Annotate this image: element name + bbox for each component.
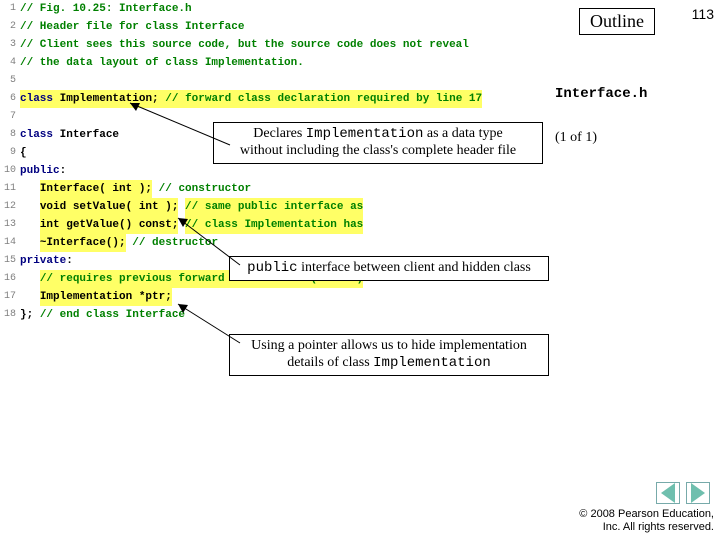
nav-next-button[interactable]	[686, 482, 710, 504]
copyright-text: © 2008 Pearson Education, Inc. All right…	[579, 508, 714, 534]
nav-buttons	[656, 482, 710, 504]
callout-declares: Declares Implementation as a data type w…	[213, 122, 543, 164]
triangle-right-icon	[691, 483, 705, 503]
filename-label: Interface.h	[555, 86, 647, 102]
callout-public-interface: public interface between client and hidd…	[229, 256, 549, 281]
page-count: (1 of 1)	[555, 130, 597, 146]
triangle-left-icon	[661, 483, 675, 503]
outline-heading: Outline	[579, 8, 655, 35]
nav-prev-button[interactable]	[656, 482, 680, 504]
page-number: 113	[692, 6, 714, 22]
callout-pointer: Using a pointer allows us to hide implem…	[229, 334, 549, 376]
